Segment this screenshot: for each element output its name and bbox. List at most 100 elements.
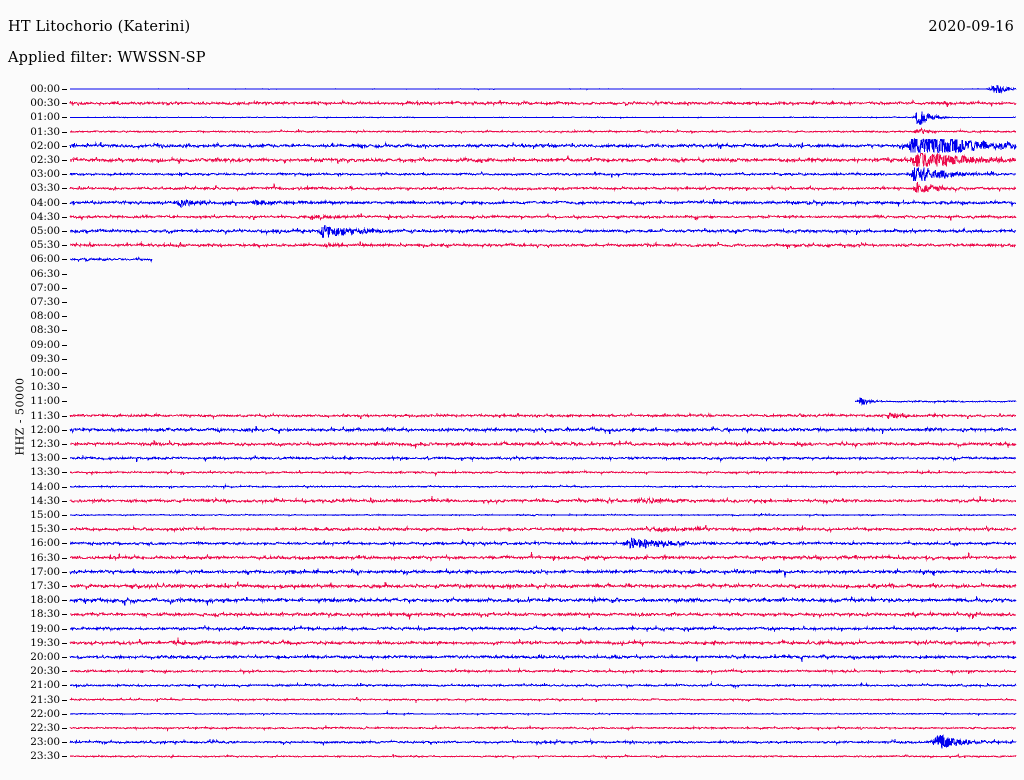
trace-row <box>69 610 1017 620</box>
time-tick-label: 19:00 <box>30 622 60 635</box>
time-tick-label: 09:30 <box>30 352 60 365</box>
time-tick-mark <box>62 174 67 176</box>
time-tick-mark <box>62 231 67 232</box>
trace-row <box>69 425 1017 435</box>
time-tick-mark <box>62 302 67 303</box>
trace-row <box>69 696 1017 704</box>
time-tick-label: 16:30 <box>30 551 60 564</box>
time-tick-mark <box>62 699 67 701</box>
time-tick-label: 00:30 <box>30 97 60 110</box>
time-tick-mark <box>62 145 67 147</box>
trace-row <box>69 495 1017 505</box>
time-tick-label: 22:30 <box>30 722 60 734</box>
trace-row <box>69 411 1017 420</box>
time-tick-label: 22:00 <box>30 707 60 720</box>
trace-row <box>69 551 1017 562</box>
time-tick-label: 18:00 <box>30 594 60 607</box>
time-tick-label: 01:30 <box>30 125 60 138</box>
time-tick-label: 12:30 <box>30 438 60 450</box>
applied-filter-label: Applied filter: WWSSN-SP <box>8 50 206 66</box>
time-tick-label: 10:00 <box>30 367 60 379</box>
time-tick-label: 03:30 <box>30 182 60 195</box>
time-tick-label: 08:30 <box>30 324 60 337</box>
trace-row <box>69 724 1017 733</box>
trace-row <box>69 127 1017 135</box>
time-tick-mark <box>62 671 67 673</box>
time-tick-mark <box>62 756 67 758</box>
time-tick-mark <box>62 557 67 559</box>
trace-row <box>69 581 1017 591</box>
time-tick-mark <box>62 713 67 715</box>
time-tick-label: 02:00 <box>30 139 60 152</box>
trace-row <box>69 98 1017 107</box>
time-tick-label: 04:30 <box>30 210 60 223</box>
trace-row <box>69 653 1017 662</box>
trace-row <box>69 624 1017 633</box>
time-tick-label: 13:00 <box>30 452 60 465</box>
trace-row <box>69 637 1017 647</box>
time-tick-mark <box>62 401 67 403</box>
time-tick-mark <box>62 202 67 204</box>
time-tick-label: 23:00 <box>30 736 60 749</box>
trace-row <box>69 256 153 263</box>
trace-row <box>69 537 1017 549</box>
time-tick-label: 10:30 <box>30 381 60 394</box>
time-tick-label: 11:00 <box>30 395 60 408</box>
trace-row <box>69 137 1017 154</box>
time-tick-label: 15:30 <box>30 523 60 536</box>
trace-row <box>69 681 1017 690</box>
time-tick-mark <box>62 444 67 445</box>
time-tick-mark <box>62 358 67 360</box>
trace-row <box>69 567 1017 578</box>
trace-row <box>69 224 1017 239</box>
time-tick-label: 05:00 <box>30 225 60 237</box>
time-tick-label: 06:30 <box>30 267 60 280</box>
time-tick-mark <box>62 160 67 161</box>
trace-row <box>69 468 1017 477</box>
time-tick-mark <box>62 429 67 431</box>
time-tick-mark <box>62 472 67 474</box>
trace-row <box>69 753 1017 760</box>
trace-row <box>70 85 1017 94</box>
time-tick-mark <box>62 571 67 573</box>
time-tick-mark <box>62 216 67 218</box>
time-tick-mark <box>62 458 67 460</box>
time-tick-mark <box>62 529 67 531</box>
time-tick-mark <box>62 344 67 346</box>
time-tick-label: 09:00 <box>30 338 60 351</box>
time-tick-label: 01:00 <box>30 111 60 124</box>
time-tick-label: 14:30 <box>30 494 60 507</box>
trace-row <box>69 111 1017 126</box>
time-tick-label: 13:30 <box>30 466 60 479</box>
time-tick-mark <box>62 586 67 587</box>
time-tick-mark <box>62 287 67 289</box>
time-tick-label: 07:30 <box>30 296 60 308</box>
trace-row <box>69 213 1017 222</box>
time-tick-mark <box>62 89 67 90</box>
time-tick-mark <box>62 500 67 502</box>
time-tick-mark <box>62 486 67 488</box>
time-tick-mark <box>62 614 67 616</box>
time-tick-label: 06:00 <box>30 253 60 266</box>
trace-row <box>69 483 1017 490</box>
trace-row <box>69 709 1017 717</box>
time-tick-mark <box>62 642 67 644</box>
time-tick-label: 16:00 <box>30 537 60 550</box>
trace-row <box>69 152 1017 167</box>
time-tick-mark <box>62 685 67 687</box>
trace-row <box>69 454 1017 463</box>
trace-row <box>69 595 1017 606</box>
time-tick-mark <box>62 742 67 744</box>
time-tick-label: 00:00 <box>30 83 60 95</box>
time-tick-mark <box>62 103 67 105</box>
time-tick-mark <box>62 600 67 602</box>
time-tick-label: 20:00 <box>30 651 60 663</box>
time-tick-label: 18:30 <box>30 608 60 621</box>
trace-row <box>69 181 1017 193</box>
trace-row <box>69 167 1017 182</box>
trace-row <box>69 667 1017 676</box>
time-tick-label: 20:30 <box>30 665 60 678</box>
time-tick-mark <box>62 373 67 374</box>
time-tick-label: 21:30 <box>30 693 60 706</box>
